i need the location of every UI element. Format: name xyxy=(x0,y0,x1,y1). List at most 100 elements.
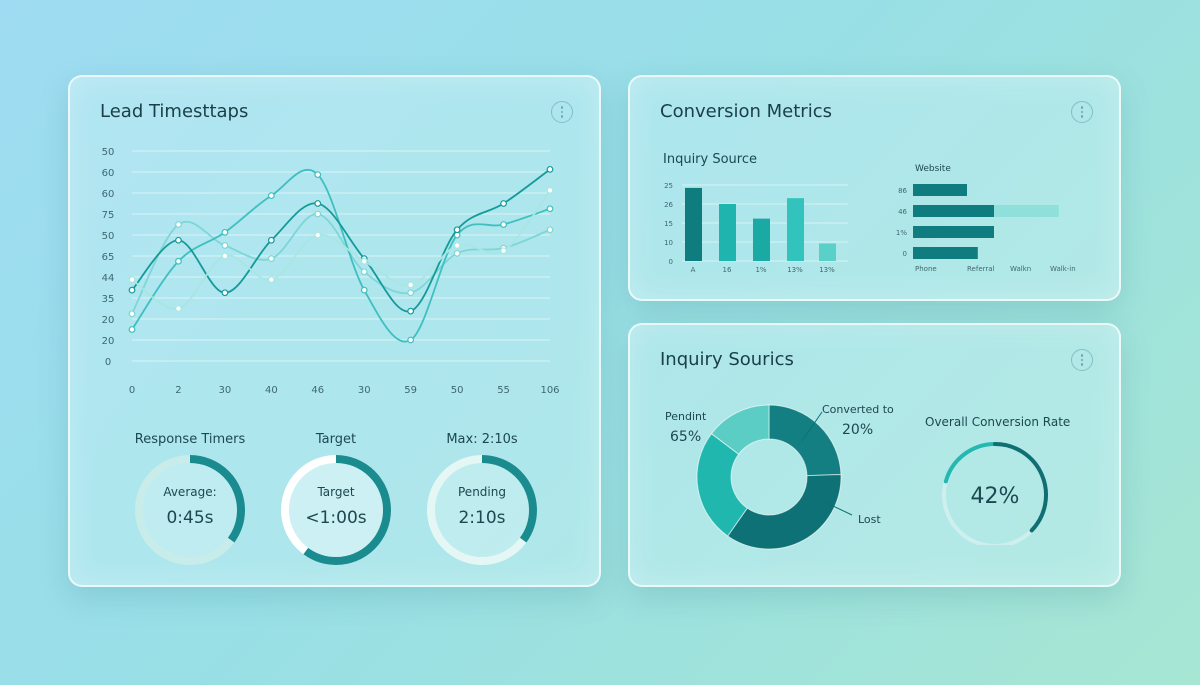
data-point xyxy=(546,165,554,173)
inquiry-sources-donut: Pendint 65% Converted to 20% Lost xyxy=(665,403,894,550)
gauge-pending: Pending 2:10s xyxy=(427,455,537,565)
x-tick-label: 50 xyxy=(451,385,464,396)
y-tick-label: 0 xyxy=(903,250,907,258)
x-tick-label: 0 xyxy=(129,385,135,396)
card-title: Conversion Metrics xyxy=(660,101,832,122)
gauge-label: Average: xyxy=(163,485,216,499)
website-bar-chart: 86 46 1% 0 Phone Referral Walkn Walk-in xyxy=(896,184,1076,273)
gauge-value: 0:45s xyxy=(166,508,213,528)
data-point xyxy=(500,247,507,255)
y-tick-label: 75 xyxy=(102,210,115,221)
series-line xyxy=(131,168,551,313)
data-point xyxy=(175,257,182,265)
data-point xyxy=(546,205,554,213)
lead-timestamps-card: Lead Timesttaps 50 60 60 75 50 65 44 35 20 20 0 0 2 3… xyxy=(68,75,601,587)
gauge-header-target: Target xyxy=(315,432,357,447)
y-tick-label: 0 xyxy=(669,258,673,266)
more-vertical-icon[interactable] xyxy=(551,101,573,123)
data-point xyxy=(314,171,322,179)
data-point xyxy=(453,226,461,234)
x-tick-label: 2 xyxy=(175,385,181,396)
data-point xyxy=(500,200,507,207)
data-point xyxy=(360,257,368,265)
x-tick-label: Walkn xyxy=(1010,265,1031,273)
y-tick-label: 60 xyxy=(102,168,115,179)
data-point xyxy=(175,221,182,228)
x-tick-label: 106 xyxy=(540,385,559,396)
x-tick-label: 16 xyxy=(723,266,732,274)
gauge-value: 2:10s xyxy=(458,508,505,528)
y-tick-label: 25 xyxy=(664,182,673,190)
bar xyxy=(913,205,994,217)
y-tick-label: 26 xyxy=(664,201,673,209)
data-point xyxy=(128,276,136,284)
bar xyxy=(913,226,994,238)
overall-conversion-gauge: 42% xyxy=(942,442,1048,545)
inquiry-source-bar-chart: 25 26 15 10 0 A 16 1% 13% 13% xyxy=(664,182,848,274)
data-point xyxy=(175,236,182,244)
bar xyxy=(685,187,702,261)
inquiry-sources-card: Inquiry Sourics Pendint 65% Converted to 20… xyxy=(628,323,1121,587)
bar xyxy=(753,218,770,261)
data-point xyxy=(500,221,507,228)
data-point xyxy=(267,276,275,284)
y-tick-label: 20 xyxy=(102,315,115,326)
bar xyxy=(819,243,836,261)
conversion-metrics-card: Conversion Metrics Inquiry Source Websit… xyxy=(628,75,1121,301)
y-tick-label: 15 xyxy=(664,220,673,228)
data-point xyxy=(407,336,415,344)
donut-slice xyxy=(727,473,842,550)
response-gauges: Average: 0:45s Target <1:00s Pending 2:1… xyxy=(135,455,537,565)
x-tick-label: 13% xyxy=(819,266,835,274)
x-tick-label: 1% xyxy=(755,266,766,274)
x-tick-label: Referral xyxy=(967,265,995,273)
more-vertical-icon[interactable] xyxy=(1071,349,1093,371)
y-tick-label: 46 xyxy=(898,208,907,216)
gauge-label: Pending xyxy=(458,485,506,499)
gauge-progress-arc xyxy=(281,455,391,565)
y-tick-label: 0 xyxy=(105,357,111,368)
converted-label: Converted to xyxy=(822,403,894,416)
data-point xyxy=(128,310,136,318)
y-tick-label: 20 xyxy=(102,336,115,347)
data-point xyxy=(267,192,275,200)
x-tick-label: 55 xyxy=(497,385,510,396)
overall-conversion-title: Overall Conversion Rate xyxy=(925,415,1071,429)
inquiry-source-title: Inquiry Source xyxy=(663,152,757,167)
x-tick-label: Phone xyxy=(915,265,937,273)
data-point xyxy=(128,326,136,333)
series-line xyxy=(131,189,551,310)
overall-progress-arc xyxy=(993,442,1048,533)
data-point xyxy=(267,236,275,244)
data-point xyxy=(360,286,368,294)
website-title: Website xyxy=(915,164,951,174)
data-point xyxy=(314,200,322,207)
data-point xyxy=(546,186,554,194)
x-tick-label: A xyxy=(691,266,696,274)
more-vertical-icon[interactable] xyxy=(1071,101,1093,123)
data-point xyxy=(407,289,415,297)
bar xyxy=(719,204,736,261)
gauge-label: Target xyxy=(316,485,354,499)
data-point xyxy=(453,242,461,249)
pending-label: Pendint xyxy=(665,410,707,423)
y-tick-label: 10 xyxy=(664,239,673,247)
y-tick-label: 44 xyxy=(102,273,115,284)
x-tick-label: 59 xyxy=(404,385,417,396)
converted-value: 20% xyxy=(842,422,873,438)
series-line xyxy=(131,213,551,315)
y-tick-label: 60 xyxy=(102,189,115,200)
x-tick-label: 30 xyxy=(358,385,371,396)
donut-slice xyxy=(696,432,748,537)
series-line xyxy=(131,168,551,343)
data-point xyxy=(314,231,322,239)
x-tick-label: 40 xyxy=(265,385,278,396)
card-title: Lead Timesttaps xyxy=(100,101,249,122)
x-tick-label: 30 xyxy=(219,385,232,396)
y-tick-label: 86 xyxy=(898,187,907,195)
y-tick-label: 35 xyxy=(102,294,115,305)
data-point xyxy=(546,226,554,234)
y-tick-label: 1% xyxy=(896,229,907,237)
x-tick-label: 13% xyxy=(787,266,803,274)
pending-value: 65% xyxy=(670,429,701,445)
